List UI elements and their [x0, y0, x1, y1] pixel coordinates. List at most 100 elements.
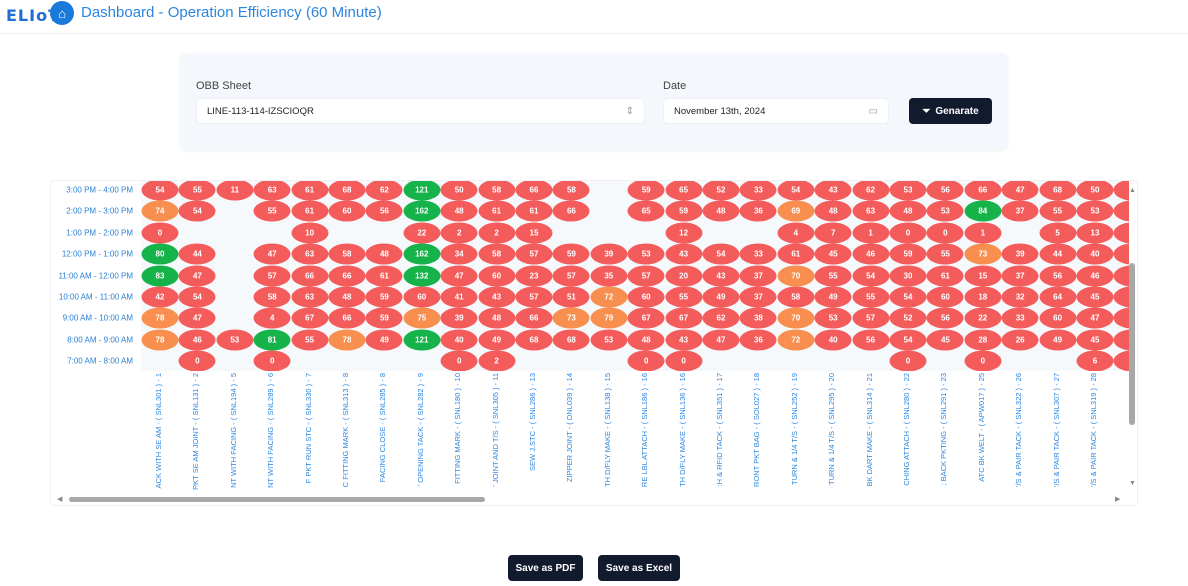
- heatmap-cell[interactable]: 56: [1039, 265, 1077, 287]
- heatmap-cell[interactable]: 46: [1076, 265, 1114, 287]
- heatmap-cell[interactable]: 60: [403, 286, 441, 308]
- heatmap-cell[interactable]: 4: [253, 307, 291, 329]
- heatmap-cell[interactable]: 73: [964, 243, 1002, 265]
- heatmap-cell[interactable]: 7: [814, 222, 852, 244]
- heatmap-cell[interactable]: 69: [777, 200, 815, 222]
- heatmap-cell[interactable]: 0: [964, 350, 1002, 371]
- heatmap-cell[interactable]: 55: [852, 286, 890, 308]
- heatmap-cell[interactable]: 121: [403, 329, 441, 351]
- heatmap-cell[interactable]: 32: [1001, 286, 1039, 308]
- heatmap-cell[interactable]: 66: [328, 265, 366, 287]
- horizontal-scroll-thumb[interactable]: [69, 497, 485, 502]
- heatmap-cell[interactable]: 2: [478, 222, 516, 244]
- heatmap-cell[interactable]: 47: [440, 265, 478, 287]
- heatmap-cell[interactable]: 53: [216, 329, 254, 351]
- heatmap-cell[interactable]: 61: [291, 181, 329, 201]
- heatmap-cell[interactable]: 37: [1001, 200, 1039, 222]
- heatmap-cell[interactable]: 50: [1076, 181, 1114, 201]
- heatmap-cell[interactable]: 26: [1001, 329, 1039, 351]
- heatmap-cell[interactable]: 39: [590, 243, 628, 265]
- heatmap-cell[interactable]: 59: [889, 243, 927, 265]
- heatmap-cell[interactable]: 0: [627, 350, 665, 371]
- heatmap-cell[interactable]: 39: [440, 307, 478, 329]
- heatmap-cell[interactable]: 57: [515, 243, 553, 265]
- heatmap-cell[interactable]: 57: [253, 265, 291, 287]
- heatmap-cell[interactable]: 59: [627, 181, 665, 201]
- heatmap-cell[interactable]: 121: [403, 181, 441, 201]
- heatmap-cell[interactable]: 61: [926, 265, 964, 287]
- heatmap-cell[interactable]: 53: [814, 307, 852, 329]
- heatmap-cell[interactable]: 0: [889, 222, 927, 244]
- heatmap-cell[interactable]: 58: [328, 243, 366, 265]
- heatmap-cell[interactable]: 22: [403, 222, 441, 244]
- heatmap-cell[interactable]: 53: [1076, 200, 1114, 222]
- heatmap-cell[interactable]: 61: [478, 200, 516, 222]
- heatmap-cell[interactable]: 40: [440, 329, 478, 351]
- heatmap-cell[interactable]: 57: [515, 286, 553, 308]
- heatmap-cell[interactable]: 66: [964, 181, 1002, 201]
- heatmap-cell[interactable]: 44: [1039, 243, 1077, 265]
- date-picker[interactable]: November 13th, 2024 ▭: [663, 98, 889, 124]
- heatmap-cell[interactable]: 0: [178, 350, 216, 371]
- heatmap-cell[interactable]: 47: [1001, 181, 1039, 201]
- heatmap-cell[interactable]: 47: [253, 243, 291, 265]
- heatmap-cell[interactable]: 55: [665, 286, 703, 308]
- heatmap-cell[interactable]: 60: [926, 286, 964, 308]
- heatmap-cell[interactable]: 78: [141, 329, 179, 351]
- heatmap-cell[interactable]: 48: [478, 307, 516, 329]
- heatmap-cell[interactable]: 55: [814, 265, 852, 287]
- save-excel-button[interactable]: Save as Excel: [598, 555, 680, 581]
- heatmap-cell[interactable]: 0: [926, 222, 964, 244]
- heatmap-cell[interactable]: 55: [926, 243, 964, 265]
- heatmap-cell[interactable]: 41: [440, 286, 478, 308]
- heatmap-cell[interactable]: 81: [253, 329, 291, 351]
- heatmap-cell[interactable]: 43: [814, 181, 852, 201]
- heatmap-cell[interactable]: 48: [814, 200, 852, 222]
- heatmap-cell[interactable]: 66: [515, 307, 553, 329]
- heatmap-cell[interactable]: 58: [777, 286, 815, 308]
- heatmap-cell[interactable]: 73: [552, 307, 590, 329]
- heatmap-cell[interactable]: 10: [291, 222, 329, 244]
- heatmap-cell[interactable]: 54: [852, 265, 890, 287]
- heatmap-cell[interactable]: 53: [889, 181, 927, 201]
- heatmap-cell[interactable]: 61: [365, 265, 403, 287]
- heatmap-cell[interactable]: 47: [178, 265, 216, 287]
- heatmap-cell[interactable]: 54: [889, 329, 927, 351]
- heatmap-cell[interactable]: 162: [403, 243, 441, 265]
- heatmap-cell[interactable]: 61: [515, 200, 553, 222]
- heatmap-cell[interactable]: 70: [777, 265, 815, 287]
- heatmap-cell[interactable]: 48: [627, 329, 665, 351]
- heatmap-cell[interactable]: 48: [702, 200, 740, 222]
- scroll-up-icon[interactable]: ▲: [1129, 187, 1136, 194]
- heatmap-cell[interactable]: 1: [852, 222, 890, 244]
- heatmap-cell[interactable]: 62: [702, 307, 740, 329]
- heatmap-cell[interactable]: 63: [253, 181, 291, 201]
- heatmap-cell[interactable]: 63: [291, 243, 329, 265]
- heatmap-cell[interactable]: 33: [739, 181, 777, 201]
- heatmap-cell[interactable]: 33: [739, 243, 777, 265]
- heatmap-cell[interactable]: 2: [440, 222, 478, 244]
- heatmap-cell[interactable]: 43: [665, 329, 703, 351]
- heatmap-cell[interactable]: 0: [253, 350, 291, 371]
- heatmap-cell[interactable]: 40: [1076, 243, 1114, 265]
- heatmap-cell[interactable]: 28: [964, 329, 1002, 351]
- heatmap-cell[interactable]: 54: [178, 286, 216, 308]
- heatmap-cell[interactable]: 56: [926, 307, 964, 329]
- heatmap-cell[interactable]: 63: [291, 286, 329, 308]
- heatmap-cell[interactable]: 80: [141, 243, 179, 265]
- heatmap-cell[interactable]: 67: [627, 307, 665, 329]
- heatmap-cell[interactable]: 51: [552, 286, 590, 308]
- heatmap-cell[interactable]: 60: [1039, 307, 1077, 329]
- heatmap-cell[interactable]: 40: [814, 329, 852, 351]
- heatmap-cell[interactable]: 33: [1001, 307, 1039, 329]
- heatmap-cell[interactable]: 15: [515, 222, 553, 244]
- heatmap-cell[interactable]: 45: [926, 329, 964, 351]
- heatmap-cell[interactable]: 83: [141, 265, 179, 287]
- heatmap-cell[interactable]: 61: [291, 200, 329, 222]
- heatmap-cell[interactable]: 162: [403, 200, 441, 222]
- scroll-left-icon[interactable]: ◀: [57, 496, 63, 503]
- heatmap-cell[interactable]: 22: [964, 307, 1002, 329]
- heatmap-cell[interactable]: 72: [777, 329, 815, 351]
- heatmap-cell[interactable]: 2: [478, 350, 516, 371]
- heatmap-cell[interactable]: 35: [590, 265, 628, 287]
